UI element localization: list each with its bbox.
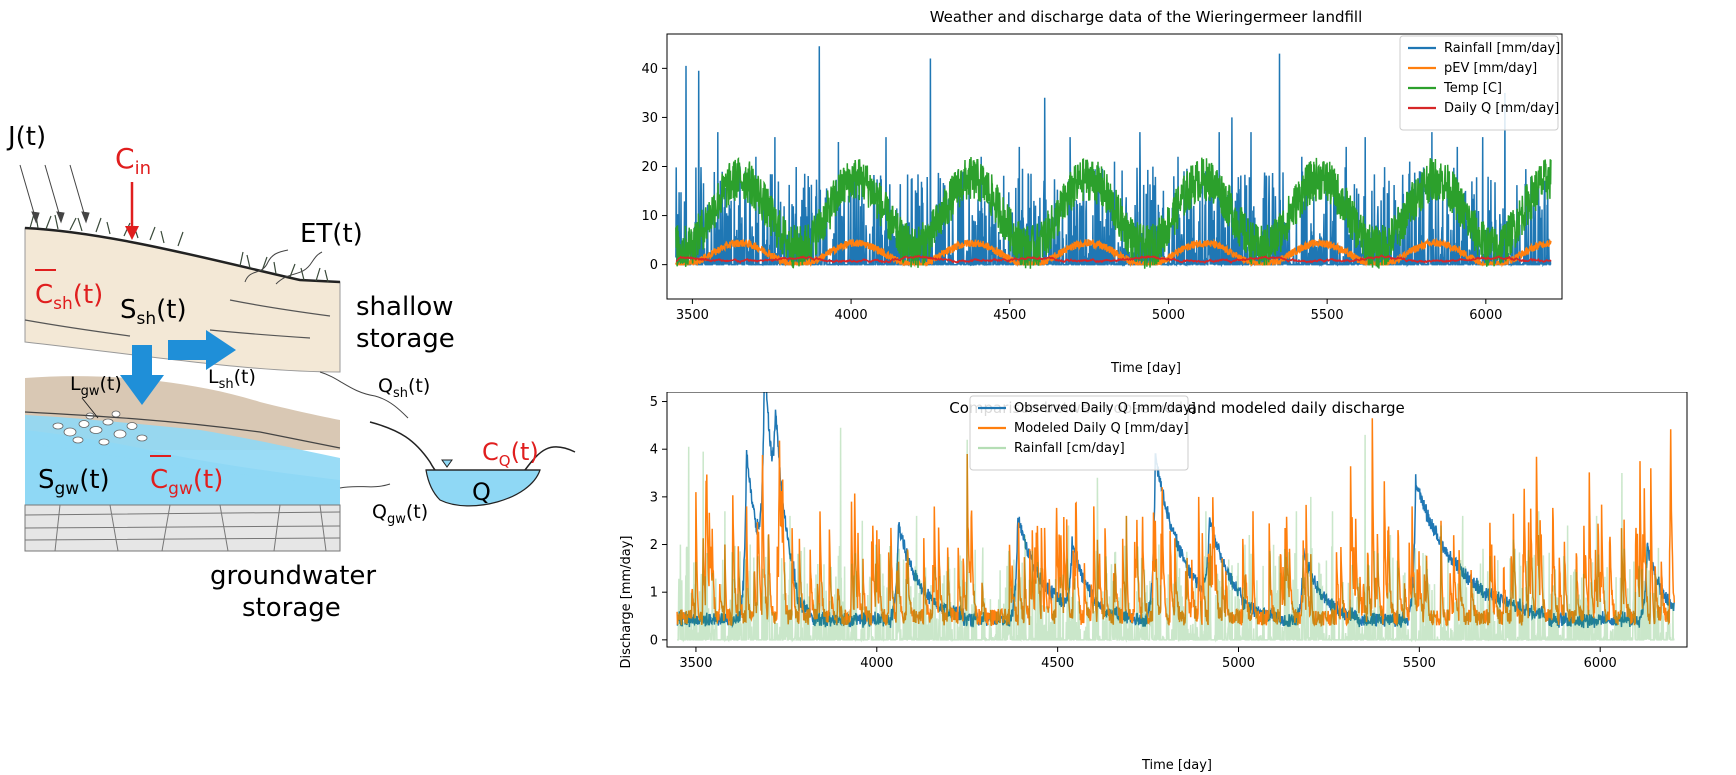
series-line-2 xyxy=(676,418,1676,628)
series-line-2 xyxy=(675,237,1552,268)
hydrology-diagram: J(t) Cin ET(t) Csh(t) Ssh(t) shallow sto… xyxy=(6,122,576,623)
lgw-pointer xyxy=(81,397,99,419)
et-arrow-1 xyxy=(244,249,289,283)
x-tick-label: 6000 xyxy=(1584,656,1617,671)
label-cq: CQ(t) xyxy=(482,438,539,470)
gravel xyxy=(52,410,148,446)
x-tick-label: 4000 xyxy=(860,656,893,671)
label-sgw: Sgw(t) xyxy=(38,465,110,499)
plot-area: 3500 4000 4500 5000 5500 6000 0 1 2 3 4 5 Observed D… xyxy=(650,392,1688,671)
x-tick-label: 4500 xyxy=(993,308,1026,323)
y-tick-label: 5 xyxy=(650,395,658,410)
y-tick-label: 1 xyxy=(650,586,658,601)
x-axis-label: Time [day] xyxy=(1110,361,1181,376)
x-tick-label: 6000 xyxy=(1469,308,1502,323)
x-tick-label: 5000 xyxy=(1222,656,1255,671)
label-et: ET(t) xyxy=(300,219,363,249)
layer-line xyxy=(24,411,341,449)
x-tick-label: 4000 xyxy=(835,308,868,323)
y-tick-label: 30 xyxy=(641,111,658,126)
label-cin: Cin xyxy=(115,142,151,179)
y-tick-label: 0 xyxy=(650,633,658,648)
x-tick-label: 3500 xyxy=(676,308,709,323)
precipitation-arrows xyxy=(19,164,90,224)
y-tick-label: 20 xyxy=(641,160,658,175)
qsh-arrow xyxy=(319,371,409,419)
legend-box xyxy=(1399,35,1559,131)
label-groundwater: groundwater xyxy=(210,561,376,591)
x-axis-label: Time [day] xyxy=(1141,758,1212,773)
legend-label: Observed Daily Q [mm/day] xyxy=(1014,401,1196,416)
label-q: Q xyxy=(472,478,491,506)
label-csh: Csh(t) xyxy=(35,280,103,314)
label-j: J(t) xyxy=(6,122,46,152)
x-tick-label: 5500 xyxy=(1311,308,1344,323)
label-ssh: Ssh(t) xyxy=(120,295,187,329)
discharge-comparison-chart: Comparison between observed and modeled … xyxy=(619,392,1688,773)
ground-surface xyxy=(24,226,341,284)
lsh-arrow xyxy=(168,330,236,370)
label-shallow: shallow xyxy=(356,292,454,322)
stream-water xyxy=(425,469,541,507)
plot-area: 3500 4000 4500 5000 5500 6000 0 10 20 30 40 Rainfal… xyxy=(641,33,1563,323)
weather-discharge-chart: Weather and discharge data of the Wierin… xyxy=(641,8,1563,376)
legend: Observed Daily Q [mm/day] Modeled Daily Q… xyxy=(969,395,1196,471)
chart-title: Weather and discharge data of the Wierin… xyxy=(930,8,1363,26)
plot-frame xyxy=(666,392,1688,648)
cin-arrowhead xyxy=(125,226,139,240)
series-line-3 xyxy=(677,427,1675,643)
y-tick-label: 10 xyxy=(641,209,658,224)
label-qsh: Qsh(t) xyxy=(378,375,430,401)
legend-label: Daily Q [mm/day] xyxy=(1444,101,1559,116)
y-tick-label: 0 xyxy=(650,258,658,273)
y-tick-label: 3 xyxy=(650,490,658,505)
legend: Rainfall [mm/day] pEV [mm/day] Temp [C] Dai… xyxy=(1399,35,1560,131)
legend-label: pEV [mm/day] xyxy=(1444,61,1537,76)
legend-label: Rainfall [cm/day] xyxy=(1014,441,1125,456)
et-arrow-2 xyxy=(275,251,323,285)
y-tick-label: 40 xyxy=(641,62,658,77)
label-lsh: Lsh(t) xyxy=(208,366,256,392)
legend-box xyxy=(969,395,1189,471)
lgw-arrow xyxy=(120,345,164,405)
series-line-3 xyxy=(675,156,1552,269)
legend-label: Rainfall [mm/day] xyxy=(1444,41,1560,56)
label-groundwater-storage: storage xyxy=(242,593,341,623)
series-line-4 xyxy=(675,254,1552,264)
soil-cracks xyxy=(24,299,331,339)
x-tick-label: 4500 xyxy=(1041,656,1074,671)
bedrock-cracks xyxy=(24,504,341,552)
y-tick-label: 4 xyxy=(650,443,658,458)
legend-label: Temp [C] xyxy=(1443,81,1502,96)
label-cgw: Cgw(t) xyxy=(150,465,223,499)
label-shallow-storage: storage xyxy=(356,324,455,354)
y-axis-label: Discharge [mm/day] xyxy=(619,535,634,668)
legend-label: Modeled Daily Q [mm/day] xyxy=(1014,421,1189,436)
label-qgw: Qgw(t) xyxy=(372,501,428,527)
water-level-marker xyxy=(441,459,453,468)
x-tick-label: 3500 xyxy=(679,656,712,671)
groundwater-upper xyxy=(25,415,340,485)
qgw-arrow xyxy=(339,483,391,489)
x-tick-label: 5000 xyxy=(1152,308,1185,323)
x-tick-label: 5500 xyxy=(1403,656,1436,671)
y-tick-label: 2 xyxy=(650,538,658,553)
label-lgw: Lgw(t) xyxy=(70,373,122,399)
